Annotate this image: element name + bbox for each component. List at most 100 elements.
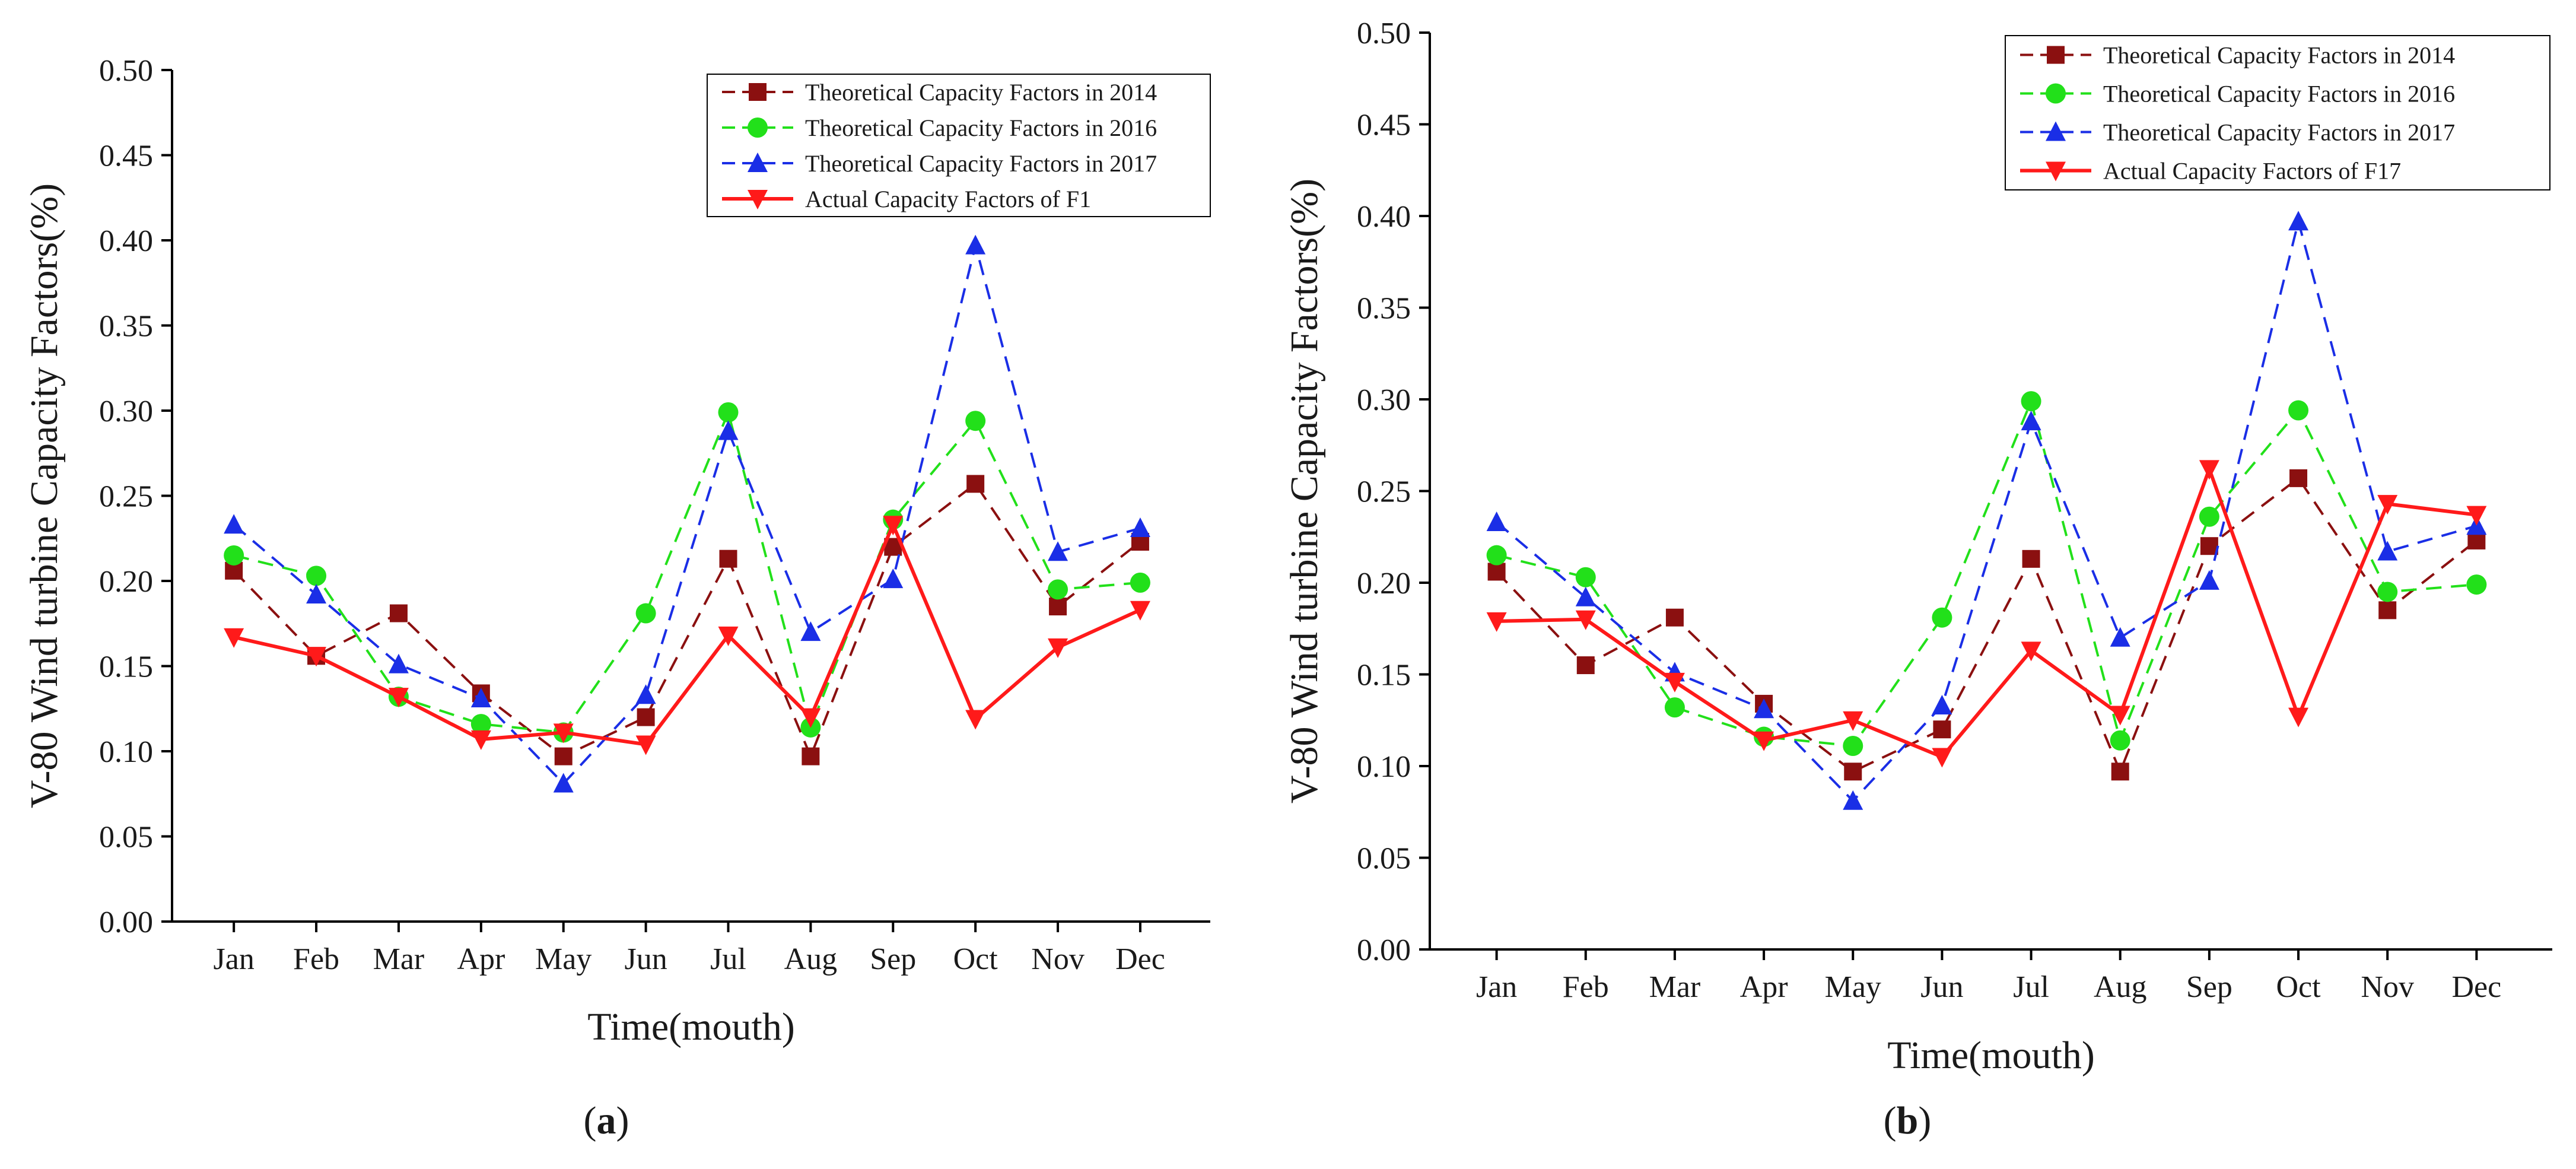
data-point xyxy=(800,621,821,641)
data-point xyxy=(2199,460,2219,480)
data-point xyxy=(1486,545,1507,566)
series-0 xyxy=(1487,469,2486,781)
chart-panel-b: 0.00 0.05 0.10 0.15 0.20 0.25 0.30 0.35 0.40 0.45… xyxy=(1283,17,2552,1142)
x-tick-label: Nov xyxy=(1031,942,1085,976)
chart-panel-a: 0.00 0.05 0.10 0.15 0.20 0.25 0.30 0.35 0.40 0.45… xyxy=(23,54,1211,1142)
x-tick-label: Dec xyxy=(1115,942,1165,976)
x-tick-label: Mar xyxy=(373,942,425,976)
x-tick-label: May xyxy=(535,942,591,976)
data-point xyxy=(1932,748,1952,768)
x-tick-label: May xyxy=(1825,970,1881,1004)
y-tick-label: 0.30 xyxy=(1357,383,1411,417)
x-tick-label: Jun xyxy=(624,942,667,976)
data-point xyxy=(2378,601,2397,620)
data-point xyxy=(553,773,574,793)
data-point xyxy=(966,475,985,493)
data-point xyxy=(1048,579,1068,600)
data-point xyxy=(2466,574,2487,595)
data-point xyxy=(2022,549,2040,568)
x-tick-label: Jul xyxy=(710,942,746,976)
x-axis-title: Time(mouth) xyxy=(1887,1034,2095,1077)
y-tick-label: 0.40 xyxy=(99,224,153,258)
data-point xyxy=(2199,506,2219,527)
y-tick-label: 0.15 xyxy=(99,650,153,684)
data-point xyxy=(635,735,656,755)
series-line xyxy=(233,482,1141,760)
data-point xyxy=(389,604,408,622)
x-tick-label: Dec xyxy=(2452,970,2502,1004)
panel-letter: b xyxy=(1897,1099,1919,1142)
data-point xyxy=(718,420,739,440)
legend-marker xyxy=(2046,121,2066,141)
data-point xyxy=(635,603,656,624)
data-point xyxy=(2021,641,2041,662)
data-point xyxy=(2021,391,2041,412)
panel-label: (b) xyxy=(1884,1099,1932,1142)
x-tick-label: Nov xyxy=(2361,970,2414,1004)
data-point xyxy=(388,653,409,674)
data-point xyxy=(718,626,739,646)
x-tick-label: Aug xyxy=(2094,970,2147,1004)
data-point xyxy=(306,647,327,667)
data-point xyxy=(1843,736,1863,757)
legend-label: Theoretical Capacity Factors in 2016 xyxy=(805,115,1157,141)
y-axis-title: V-80 Wind turbine Capacity Factors(%) xyxy=(23,183,66,808)
series-2 xyxy=(224,234,1150,793)
x-tick-label: Apr xyxy=(1740,970,1788,1004)
x-tick-label: Aug xyxy=(784,942,838,976)
data-point xyxy=(965,234,986,255)
legend-box xyxy=(2005,35,2550,190)
data-point xyxy=(1486,512,1507,532)
data-point xyxy=(2110,627,2130,647)
legend-marker xyxy=(2047,46,2065,64)
data-point xyxy=(1487,563,1506,581)
y-tick-label: 0.45 xyxy=(1357,109,1411,142)
series-0 xyxy=(225,475,1149,765)
y-tick-label: 0.40 xyxy=(1357,200,1411,234)
legend-marker xyxy=(748,117,768,138)
data-point xyxy=(1665,608,1684,627)
data-point xyxy=(1844,763,1862,781)
y-tick-label: 0.20 xyxy=(99,565,153,599)
data-point xyxy=(2288,400,2309,421)
series-2 xyxy=(1486,211,2487,810)
data-point xyxy=(635,684,656,704)
data-point xyxy=(1932,695,1952,715)
y-tick-label: 0.20 xyxy=(1357,567,1411,601)
data-point xyxy=(388,688,409,708)
series-line xyxy=(233,245,1141,786)
data-point xyxy=(224,628,244,648)
series-line xyxy=(233,520,1141,746)
series-line xyxy=(233,408,1141,734)
data-point xyxy=(2466,506,2487,526)
data-point xyxy=(1130,601,1150,621)
panel-label: (a) xyxy=(584,1099,629,1142)
y-tick-label: 0.00 xyxy=(99,906,153,939)
data-point xyxy=(1754,731,1774,751)
data-point xyxy=(2289,469,2308,487)
y-tick-label: 0.50 xyxy=(1357,17,1411,50)
data-point xyxy=(800,708,821,728)
legend-label: Actual Capacity Factors of F17 xyxy=(2103,158,2401,185)
data-point xyxy=(1933,720,1951,739)
legend-marker xyxy=(2046,161,2066,182)
legend-label: Actual Capacity Factors of F1 xyxy=(805,186,1091,212)
legend: Theoretical Capacity Factors in 2014 Theo… xyxy=(707,74,1211,217)
x-tick-label: Oct xyxy=(953,942,998,976)
data-point xyxy=(1932,607,1952,628)
data-point xyxy=(554,747,573,765)
data-point xyxy=(2288,211,2309,231)
y-tick-label: 0.30 xyxy=(99,395,153,428)
data-point xyxy=(1130,572,1150,593)
y-tick-label: 0.15 xyxy=(1357,659,1411,692)
series-3 xyxy=(1486,460,2487,768)
data-point xyxy=(553,723,574,744)
legend-marker xyxy=(748,190,768,209)
data-point xyxy=(306,583,327,603)
legend-label: Theoretical Capacity Factors in 2014 xyxy=(805,79,1157,106)
y-tick-label: 0.35 xyxy=(1357,292,1411,326)
data-point xyxy=(2377,541,2398,561)
y-tick-label: 0.25 xyxy=(99,480,153,514)
data-point xyxy=(1048,638,1068,658)
legend: Theoretical Capacity Factors in 2014 Theo… xyxy=(2005,35,2550,190)
